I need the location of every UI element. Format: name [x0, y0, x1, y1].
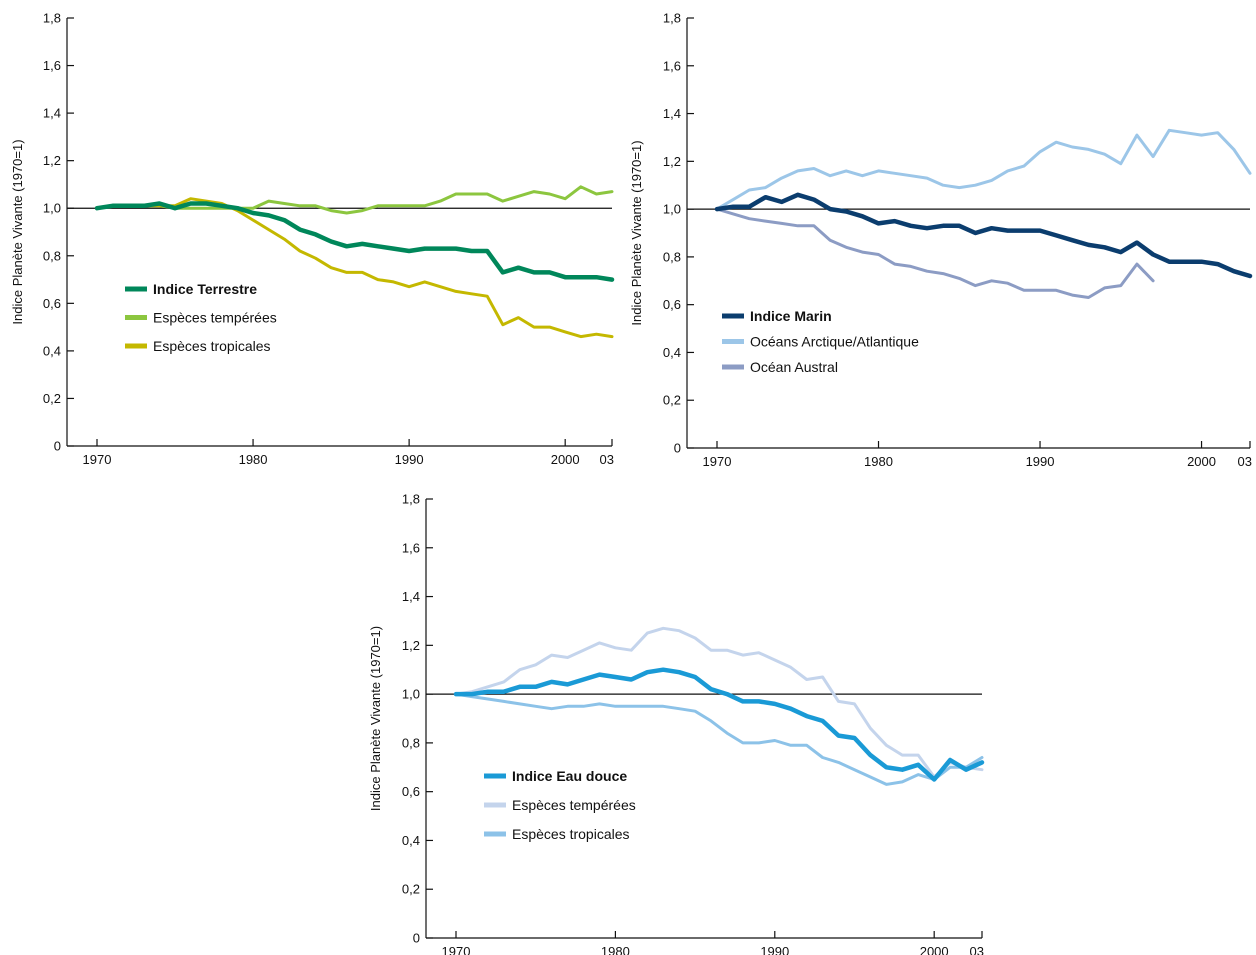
series-line-1	[714, 192, 1253, 279]
y-tick-label: 1,2	[402, 638, 420, 653]
y-tick-label: 1,0	[402, 687, 420, 702]
series-line-1	[453, 667, 985, 782]
y-axis-label: Indice Planète Vivante (1970=1)	[368, 626, 383, 811]
y-tick-label: 1,8	[43, 11, 61, 26]
legend-label: Indice Eau douce	[512, 768, 627, 784]
y-tick-label: 0,8	[43, 248, 61, 263]
y-tick-label: 1,4	[43, 106, 61, 121]
x-tick-label: 2000	[920, 944, 949, 955]
series-line-1	[94, 201, 615, 282]
x-tick-label: 1980	[864, 454, 893, 469]
x-tick-label: 1990	[760, 944, 789, 955]
x-tick-label: 1980	[601, 944, 630, 955]
series-line-2	[715, 128, 1252, 211]
y-axis-label: Indice Planète Vivante (1970=1)	[10, 139, 25, 324]
legend-label: Espèces tempérées	[512, 797, 636, 813]
x-tick-label: 1970	[442, 944, 471, 955]
y-tick-label: 0,8	[402, 735, 420, 750]
x-tick-label: 1980	[239, 452, 268, 467]
legend-label: Espèces tempérées	[153, 310, 277, 326]
y-tick-label: 1,8	[402, 492, 420, 507]
y-axis-label: Indice Planète Vivante (1970=1)	[629, 140, 644, 325]
y-tick-label: 0	[674, 441, 681, 456]
chart-panel-3: 0 0,2 0,4 0,6 0,8 1,0 1,2 1,4 1,6 1,8 1970 1980 1990…	[368, 492, 985, 955]
y-tick-label: 0,2	[402, 882, 420, 897]
legend-label: Indice Marin	[750, 308, 832, 324]
y-tick-label: 1,2	[43, 153, 61, 168]
y-tick-label: 1,0	[663, 202, 681, 217]
legend-label: Océan Austral	[750, 359, 838, 375]
chart-panel-1: 0 0,2 0,4 0,6 0,8 1,0 1,2 1,4 1,6 1,8 1970 1980 1990…	[10, 11, 615, 467]
y-tick-label: 0,2	[43, 391, 61, 406]
y-tick-label: 0,2	[663, 393, 681, 408]
legend-label: Indice Terrestre	[153, 281, 257, 297]
y-tick-label: 1,6	[402, 540, 420, 555]
y-tick-label: 1,0	[43, 201, 61, 216]
series-line-3	[454, 692, 984, 786]
y-tick-label: 0,6	[402, 784, 420, 799]
legend-label: Espèces tropicales	[153, 338, 271, 354]
series-line-2	[454, 626, 984, 779]
chart-panel-2: 0 0,2 0,4 0,6 0,8 1,0 1,2 1,4 1,6 1,8 1970 1980 1990…	[629, 11, 1253, 469]
y-tick-label: 1,2	[663, 154, 681, 169]
y-tick-label: 0,6	[43, 296, 61, 311]
x-tick-label: 1970	[703, 454, 732, 469]
x-tick-label: 1970	[83, 452, 112, 467]
y-tick-label: 0,8	[663, 249, 681, 264]
x-tick-label: 1990	[395, 452, 424, 467]
legend-label: Espèces tropicales	[512, 826, 630, 842]
y-tick-label: 0,4	[663, 345, 681, 360]
x-tick-label: 03	[1238, 454, 1252, 469]
y-tick-label: 1,6	[43, 58, 61, 73]
y-tick-label: 0,4	[43, 343, 61, 358]
y-tick-label: 0,6	[663, 297, 681, 312]
x-tick-label: 03	[600, 452, 614, 467]
x-tick-label: 2000	[551, 452, 580, 467]
x-tick-label: 03	[970, 944, 984, 955]
y-tick-label: 1,4	[402, 589, 420, 604]
legend-label: Océans Arctique/Atlantique	[750, 334, 919, 350]
y-tick-label: 0	[54, 439, 61, 454]
x-tick-label: 1990	[1026, 454, 1055, 469]
y-tick-label: 1,6	[663, 58, 681, 73]
x-tick-label: 2000	[1187, 454, 1216, 469]
series-line-2	[95, 185, 614, 215]
y-tick-label: 1,4	[663, 106, 681, 121]
series-line-3	[715, 207, 1155, 299]
y-tick-label: 0	[413, 931, 420, 946]
y-tick-label: 1,8	[663, 11, 681, 26]
y-tick-label: 0,4	[402, 833, 420, 848]
series-line-3	[95, 197, 614, 339]
